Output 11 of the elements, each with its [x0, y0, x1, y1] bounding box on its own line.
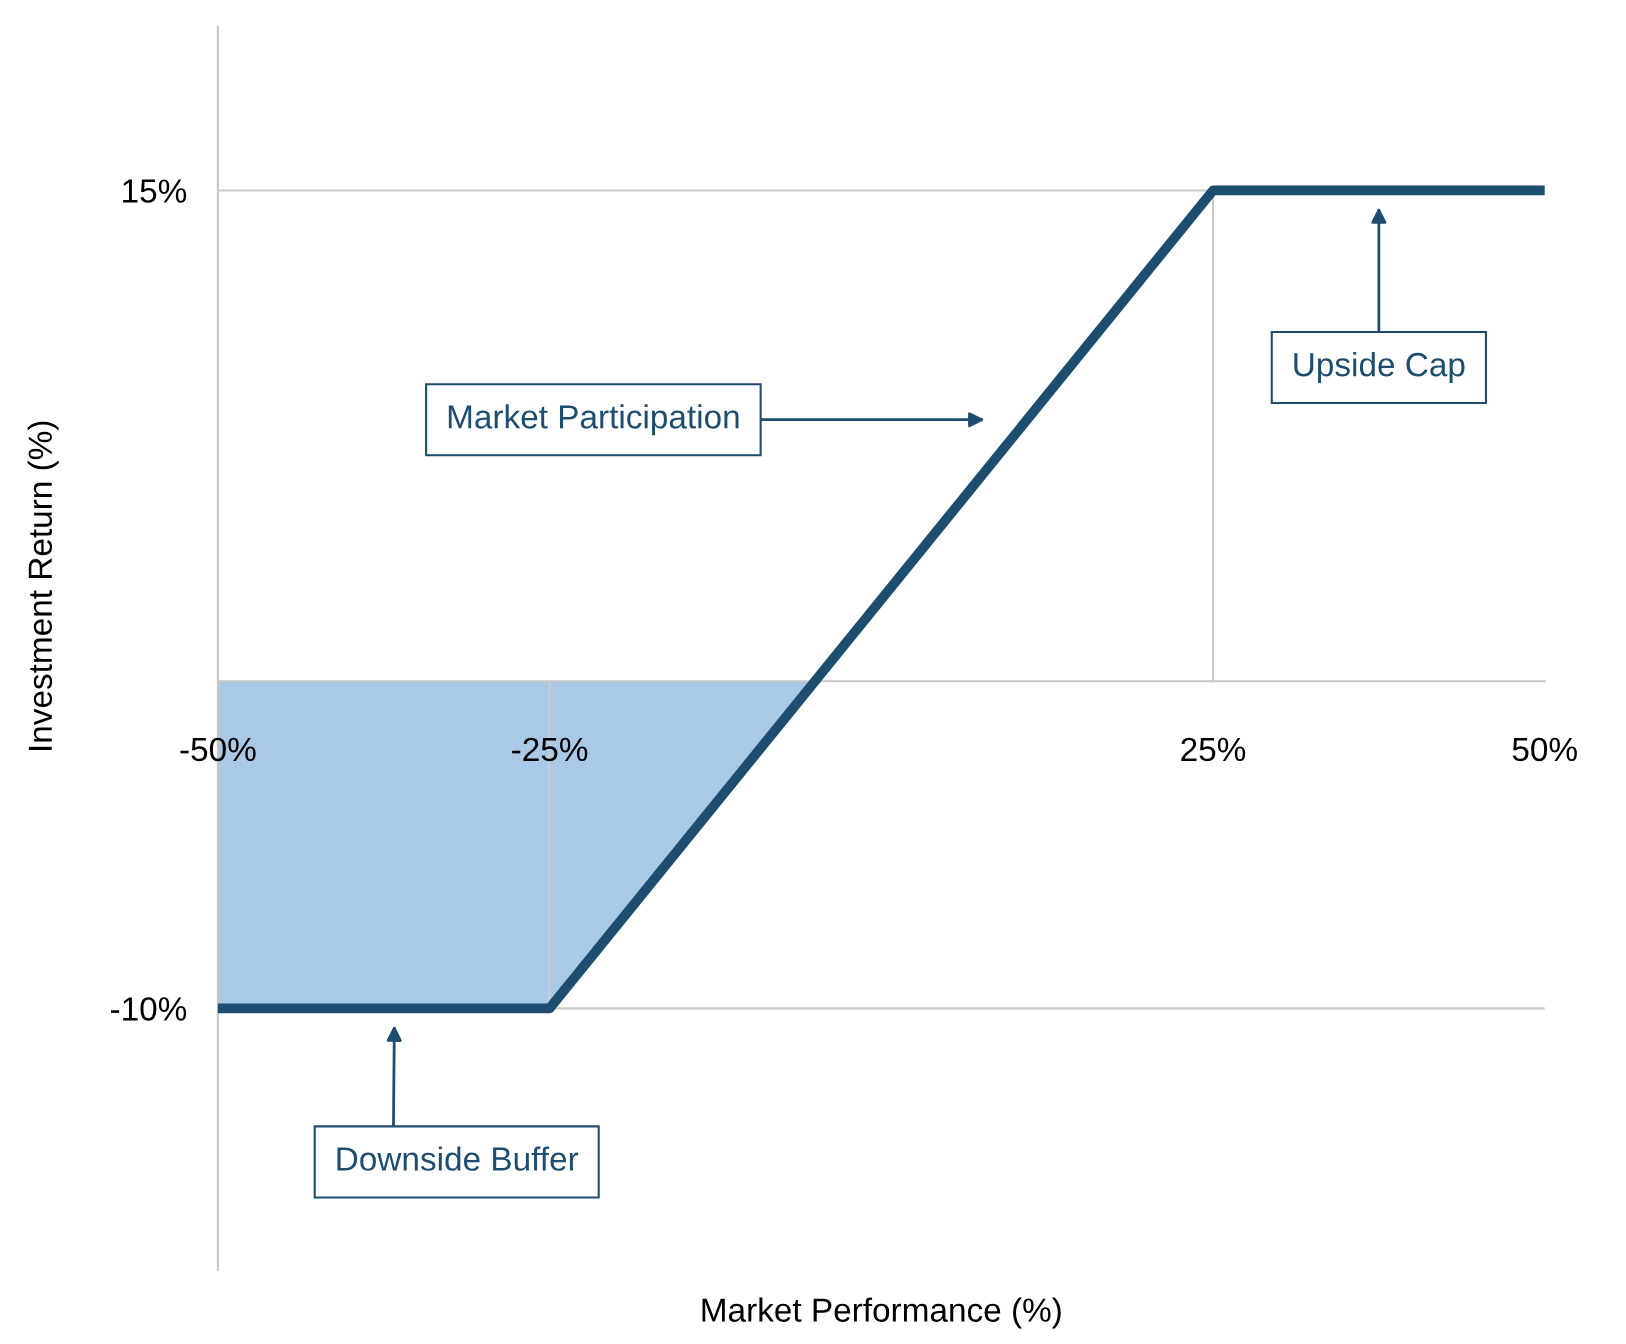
y-tick-label: -10%: [111, 997, 187, 1021]
x-tick-label: 50%: [1512, 737, 1577, 762]
x-axis-title: Market Performance (%): [702, 1297, 1061, 1329]
annotation: Upside Cap: [1294, 351, 1465, 384]
annotation: Downside Buffer: [337, 1146, 579, 1171]
annotation: Market Participation: [448, 404, 739, 436]
x-tick-label: -25%: [512, 737, 588, 762]
x-tick-label: -50%: [180, 737, 256, 762]
x-tick-label: 25%: [1181, 737, 1246, 762]
y-tick-label: 15%: [123, 179, 187, 203]
y-axis-title: Investment Return (%): [27, 421, 59, 750]
